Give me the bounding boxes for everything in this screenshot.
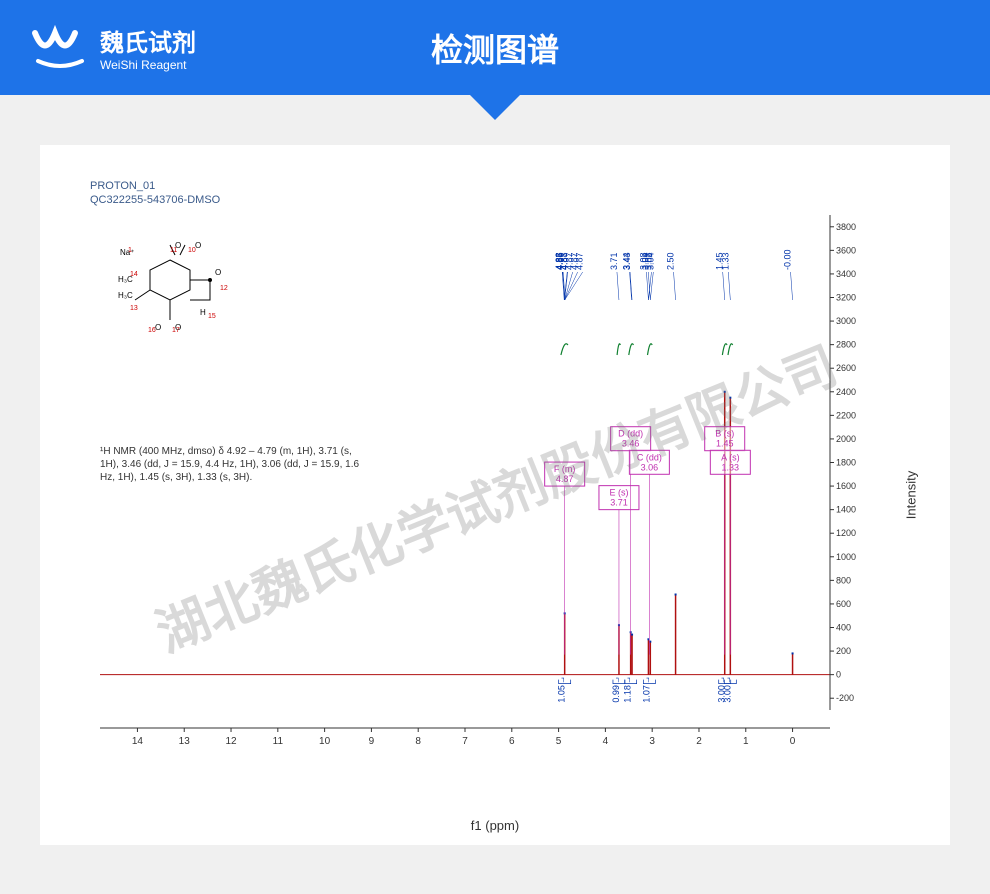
- svg-text:3.71: 3.71: [610, 498, 628, 508]
- svg-text:6: 6: [509, 736, 515, 747]
- page-title: 检测图谱: [431, 25, 559, 71]
- svg-text:3400: 3400: [836, 269, 856, 279]
- svg-text:2600: 2600: [836, 363, 856, 373]
- nmr-spectrum-plot: -200020040060080010001200140016001800200…: [90, 210, 880, 765]
- logo-icon: [30, 23, 90, 73]
- svg-text:800: 800: [836, 575, 851, 585]
- svg-text:8: 8: [415, 736, 421, 747]
- svg-text:D (dd): D (dd): [618, 429, 643, 439]
- svg-text:4.87: 4.87: [556, 474, 574, 484]
- svg-text:3000: 3000: [836, 316, 856, 326]
- svg-text:200: 200: [836, 646, 851, 656]
- svg-text:1: 1: [743, 736, 749, 747]
- svg-text:1.07 ⨼: 1.07 ⨼: [641, 677, 651, 702]
- svg-text:14: 14: [132, 736, 144, 747]
- header-pointer: [470, 95, 520, 120]
- svg-text:1000: 1000: [836, 552, 856, 562]
- svg-text:-0.00: -0.00: [783, 249, 793, 270]
- svg-text:F (m): F (m): [554, 464, 576, 474]
- content-area: 湖北魏氏化学试剂股份有限公司 PROTON_01 QC322255-543706…: [0, 95, 990, 875]
- svg-text:2.50: 2.50: [666, 252, 676, 270]
- svg-text:3.04: 3.04: [645, 252, 655, 270]
- svg-text:0: 0: [790, 736, 796, 747]
- svg-text:4.86: 4.86: [555, 252, 565, 270]
- svg-text:1.33: 1.33: [720, 252, 730, 270]
- svg-text:1.45: 1.45: [716, 439, 734, 449]
- svg-text:3: 3: [649, 736, 655, 747]
- svg-text:3.46: 3.46: [622, 439, 640, 449]
- svg-text:3800: 3800: [836, 222, 856, 232]
- svg-text:5: 5: [556, 736, 562, 747]
- svg-text:600: 600: [836, 599, 851, 609]
- brand-en: WeiShi Reagent: [100, 58, 196, 72]
- svg-text:1600: 1600: [836, 481, 856, 491]
- svg-text:2200: 2200: [836, 410, 856, 420]
- svg-text:2400: 2400: [836, 387, 856, 397]
- logo-area: 魏氏试剂 WeiShi Reagent: [30, 23, 196, 73]
- svg-text:-200: -200: [836, 693, 854, 703]
- spectrum-container: 湖北魏氏化学试剂股份有限公司 PROTON_01 QC322255-543706…: [40, 145, 950, 845]
- svg-text:3200: 3200: [836, 293, 856, 303]
- brand-text: 魏氏试剂 WeiShi Reagent: [100, 23, 196, 72]
- svg-text:3.71: 3.71: [609, 252, 619, 270]
- spectrum-title1: PROTON_01: [90, 180, 900, 192]
- svg-text:3.06: 3.06: [641, 462, 659, 472]
- svg-text:10: 10: [319, 736, 331, 747]
- svg-text:1200: 1200: [836, 528, 856, 538]
- header-bar: 魏氏试剂 WeiShi Reagent 检测图谱: [0, 0, 990, 95]
- brand-cn: 魏氏试剂: [100, 23, 196, 58]
- svg-text:12: 12: [225, 736, 237, 747]
- svg-text:B (s): B (s): [715, 429, 734, 439]
- svg-text:4: 4: [603, 736, 609, 747]
- y-axis-label: Intensity: [903, 471, 918, 519]
- svg-text:1.05 ⨼: 1.05 ⨼: [557, 677, 567, 702]
- svg-text:2: 2: [696, 736, 702, 747]
- svg-text:0: 0: [836, 670, 841, 680]
- svg-text:11: 11: [273, 736, 284, 747]
- svg-text:3600: 3600: [836, 245, 856, 255]
- svg-text:E (s): E (s): [609, 488, 628, 498]
- svg-text:2800: 2800: [836, 340, 856, 350]
- svg-text:4.87: 4.87: [575, 252, 585, 270]
- svg-text:400: 400: [836, 623, 851, 633]
- svg-text:0.99 ⨼: 0.99 ⨼: [611, 677, 621, 702]
- spectrum-title2: QC322255-543706-DMSO: [90, 194, 900, 206]
- svg-text:7: 7: [462, 736, 468, 747]
- svg-text:1.18 ⨼: 1.18 ⨼: [623, 677, 633, 702]
- svg-text:A (s): A (s): [721, 452, 740, 462]
- svg-text:9: 9: [369, 736, 375, 747]
- svg-text:2000: 2000: [836, 434, 856, 444]
- x-axis-label: f1 (ppm): [471, 818, 519, 833]
- svg-text:C (dd): C (dd): [637, 452, 662, 462]
- svg-text:3.00 ⨼: 3.00 ⨼: [722, 677, 732, 702]
- svg-text:13: 13: [179, 736, 191, 747]
- svg-text:1400: 1400: [836, 505, 856, 515]
- svg-text:1800: 1800: [836, 458, 856, 468]
- svg-text:1.33: 1.33: [722, 462, 740, 472]
- svg-text:3.43: 3.43: [622, 252, 632, 270]
